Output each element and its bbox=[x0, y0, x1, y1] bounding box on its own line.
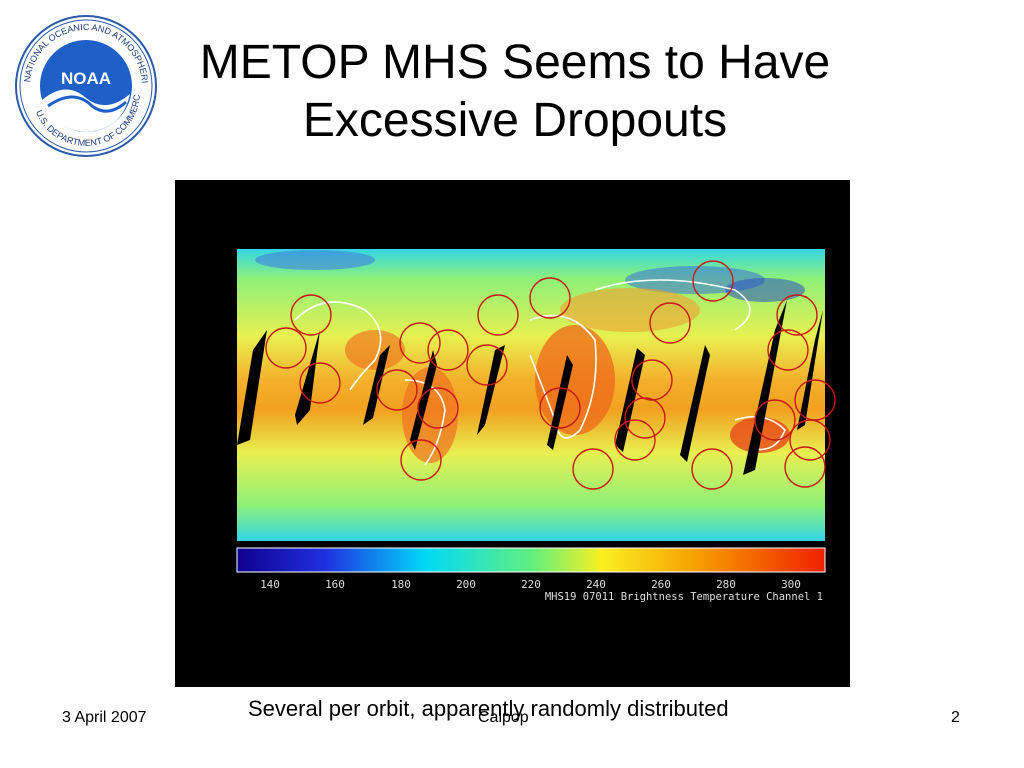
colorbar bbox=[236, 547, 826, 573]
colorbar-tick: 160 bbox=[325, 578, 345, 591]
dropout-marker bbox=[754, 399, 796, 441]
dropout-marker bbox=[466, 344, 508, 386]
colorbar-tick: 280 bbox=[716, 578, 736, 591]
dropout-marker bbox=[477, 294, 519, 336]
dropout-marker bbox=[614, 419, 656, 461]
colorbar-tick: 260 bbox=[651, 578, 671, 591]
dropout-marker bbox=[427, 329, 469, 371]
dropout-markers bbox=[265, 260, 836, 490]
colorbar-tick: 220 bbox=[521, 578, 541, 591]
colorbar-label: MHS19 07011 Brightness Temperature Chann… bbox=[545, 591, 823, 603]
dropout-marker bbox=[400, 439, 442, 481]
slide-title: METOP MHS Seems to Have Excessive Dropou… bbox=[199, 36, 831, 147]
dropout-marker bbox=[529, 277, 571, 319]
colorbar-tick: 200 bbox=[456, 578, 476, 591]
figure-caption: Several per orbit, apparently randomly d… bbox=[248, 696, 729, 721]
dropout-marker bbox=[789, 419, 831, 461]
colorbar-tick: 240 bbox=[586, 578, 606, 591]
dropout-marker bbox=[649, 302, 691, 344]
dropout-marker bbox=[539, 387, 581, 429]
dropout-marker bbox=[624, 397, 666, 439]
brightness-temperature-map bbox=[237, 249, 825, 541]
footer-center-text: Calpop bbox=[478, 709, 529, 726]
dropout-marker bbox=[399, 322, 441, 364]
satellite-image-panel: 140 160 180 200 220 240 260 280 300 MHS1… bbox=[175, 180, 850, 687]
dropout-marker bbox=[290, 294, 332, 336]
noaa-logo: NATIONAL OCEANIC AND ATMOSPHERIC U.S. DE… bbox=[14, 14, 157, 157]
colorbar-ticks: 140 160 180 200 220 240 260 280 300 bbox=[260, 578, 801, 591]
dropout-marker bbox=[767, 329, 809, 371]
dropout-marker bbox=[692, 260, 734, 302]
dropout-marker bbox=[691, 448, 733, 490]
dropout-marker bbox=[572, 448, 614, 490]
page-number: 2 bbox=[951, 709, 960, 726]
colorbar-tick: 300 bbox=[781, 578, 801, 591]
dropout-marker bbox=[376, 369, 418, 411]
dropout-marker bbox=[299, 362, 341, 404]
colorbar-tick: 180 bbox=[391, 578, 411, 591]
dropout-marker bbox=[417, 387, 459, 429]
dropout-marker bbox=[776, 294, 818, 336]
noaa-wordmark: NOAA bbox=[61, 69, 111, 88]
dropout-marker bbox=[265, 327, 307, 369]
dropout-marker bbox=[631, 359, 673, 401]
colorbar-tick: 140 bbox=[260, 578, 280, 591]
footer-date: 3 April 2007 bbox=[62, 709, 147, 726]
dropout-marker bbox=[784, 446, 826, 488]
